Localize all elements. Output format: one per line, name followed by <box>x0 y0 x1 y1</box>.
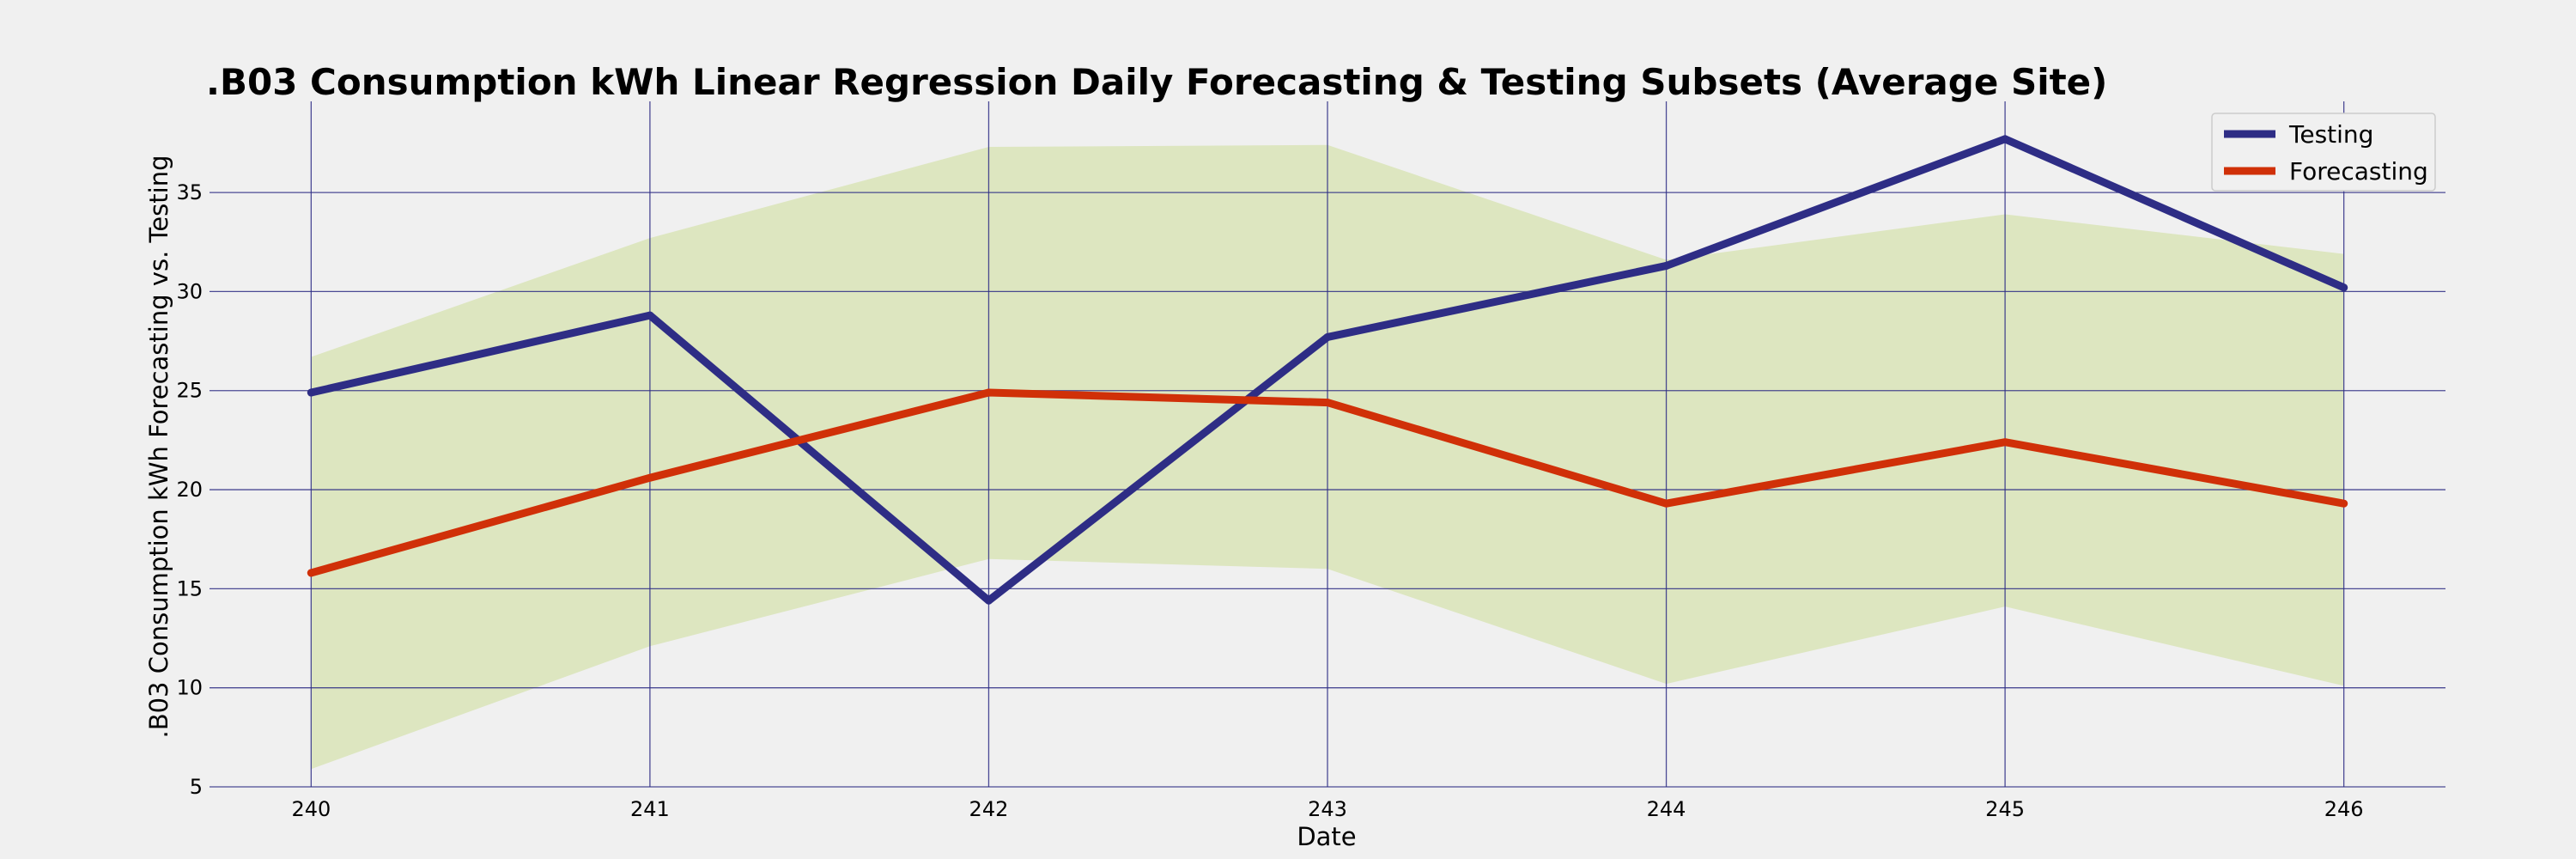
x-tick-label: 243 <box>1308 797 1347 821</box>
y-tick-label: 15 <box>176 576 203 600</box>
x-axis-label: Date <box>1297 822 1356 851</box>
y-axis-ticks: 5 10 15 20 25 30 35 <box>176 180 203 799</box>
data-point-testing-241 <box>646 311 654 320</box>
y-tick-label: 25 <box>176 379 203 403</box>
x-tick-label: 241 <box>630 797 670 821</box>
data-point-forecasting-241 <box>646 473 654 482</box>
data-point-testing-245 <box>2001 135 2009 143</box>
y-tick-label: 35 <box>176 180 203 204</box>
y-tick-label: 5 <box>190 775 203 799</box>
x-tick-label: 245 <box>1985 797 2025 821</box>
data-point-forecasting-242 <box>984 388 993 397</box>
y-tick-label: 20 <box>176 478 203 502</box>
plot-area <box>210 101 2445 788</box>
data-point-testing-243 <box>1323 332 1332 341</box>
data-point-forecasting-244 <box>1662 499 1671 508</box>
data-point-forecasting-245 <box>2001 438 2009 447</box>
data-point-testing-246 <box>2340 283 2348 292</box>
legend-label-forecasting: Forecasting <box>2289 157 2428 186</box>
x-tick-label: 246 <box>2324 797 2364 821</box>
x-tick-label: 242 <box>969 797 1009 821</box>
data-point-forecasting-240 <box>307 569 315 577</box>
grid-layer <box>210 101 2445 788</box>
data-point-testing-240 <box>307 388 315 397</box>
data-point-forecasting-246 <box>2340 499 2348 508</box>
x-tick-label: 244 <box>1647 797 1686 821</box>
y-axis-label: .B03 Consumption kWh Forecasting vs. Tes… <box>144 155 173 738</box>
chart-title: .B03 Consumption kWh Linear Regression D… <box>206 61 2107 103</box>
x-tick-label: 240 <box>291 797 331 821</box>
x-axis-ticks: 240 241 242 243 244 245 246 <box>291 797 2363 821</box>
legend: Testing Forecasting <box>2211 113 2436 192</box>
series-layer <box>307 135 2348 605</box>
y-tick-label: 10 <box>176 676 203 700</box>
legend-label-testing: Testing <box>2288 120 2373 149</box>
data-point-testing-242 <box>984 596 993 605</box>
y-tick-label: 30 <box>176 279 203 303</box>
data-point-testing-244 <box>1662 261 1671 270</box>
data-point-forecasting-243 <box>1323 399 1332 407</box>
